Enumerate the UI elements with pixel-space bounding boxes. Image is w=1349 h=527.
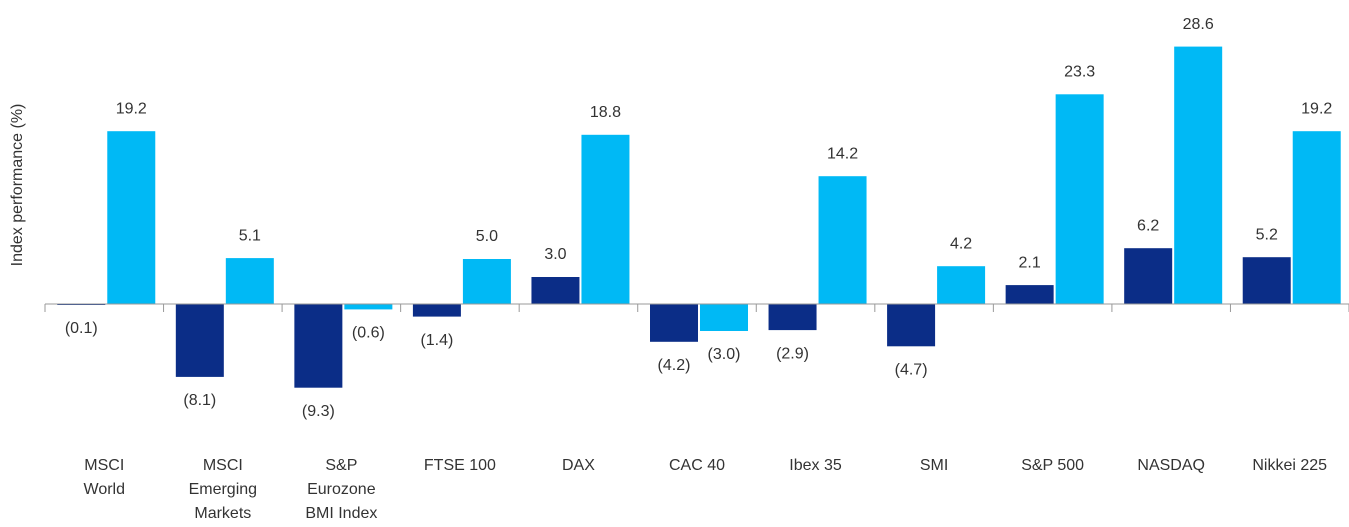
bar [937, 266, 986, 304]
bar [175, 304, 224, 377]
x-tick-label: SMI [920, 457, 948, 474]
x-tick-label-line: CAC 40 [669, 457, 725, 474]
x-tick-label-line: World [84, 481, 126, 498]
x-tick-label: CAC 40 [669, 457, 725, 474]
bar [344, 304, 393, 310]
x-tick-label-line: Eurozone [307, 481, 376, 498]
data-label: (3.0) [708, 346, 741, 363]
data-label: 5.1 [239, 227, 261, 244]
bar [294, 304, 343, 388]
x-tick-label-line: Ibex 35 [789, 457, 842, 474]
bar [700, 304, 748, 331]
x-tick-label: S&P 500 [1021, 457, 1084, 474]
data-label: 3.0 [544, 246, 566, 263]
x-tick-label-line: BMI Index [305, 505, 377, 522]
data-label: 19.2 [116, 100, 147, 117]
data-label: 19.2 [1301, 100, 1332, 117]
x-tick-label-line: MSCI [203, 457, 243, 474]
x-tick-label: FTSE 100 [424, 457, 496, 474]
bar [1124, 248, 1173, 304]
y-axis-label: Index performance (%) [9, 104, 26, 267]
x-tick-label: MSCI Emerging Markets [189, 457, 257, 522]
data-label: (0.6) [352, 325, 385, 342]
bar [581, 134, 630, 304]
x-tick-label-line: MSCI [84, 457, 124, 474]
data-label: 28.6 [1183, 16, 1214, 33]
data-label: 18.8 [590, 104, 621, 121]
x-tick-label: Ibex 35 [789, 457, 842, 474]
data-label: (2.9) [776, 345, 809, 362]
data-label: 4.2 [950, 235, 972, 252]
bar [462, 259, 511, 304]
bar [887, 304, 936, 347]
x-tick-label-line: DAX [562, 457, 595, 474]
data-label: (0.1) [65, 320, 98, 337]
data-label: (4.7) [895, 362, 928, 379]
bar [768, 304, 817, 331]
data-label: 5.2 [1256, 226, 1278, 243]
data-label: (8.1) [183, 392, 216, 409]
data-label: (9.3) [302, 403, 335, 420]
bar [1292, 131, 1341, 304]
bar [1005, 285, 1054, 304]
x-tick-label-line: SMI [920, 457, 948, 474]
data-label: 14.2 [827, 145, 858, 162]
x-tick-label-line: Markets [194, 505, 251, 522]
x-tick-label: S&P Eurozone BMI Index [305, 457, 377, 522]
x-tick-label: NASDAQ [1137, 457, 1205, 474]
bar [531, 277, 580, 304]
x-tick-label: DAX [562, 457, 595, 474]
bar [818, 176, 867, 304]
bar [1242, 257, 1291, 304]
x-tick-label-line: S&P [325, 457, 357, 474]
x-tick-label-line: FTSE 100 [424, 457, 496, 474]
data-label: 2.1 [1019, 254, 1041, 271]
bar [412, 304, 461, 317]
bar [1055, 94, 1104, 304]
data-label: 23.3 [1064, 64, 1095, 81]
bar [225, 258, 274, 304]
data-label: (4.2) [658, 357, 691, 374]
data-label: 5.0 [476, 228, 498, 245]
x-tick-label-line: Nikkei 225 [1252, 457, 1327, 474]
x-tick-label: MSCI World [84, 457, 126, 498]
x-tick-label-line: NASDAQ [1137, 457, 1205, 474]
data-label: (1.4) [420, 332, 453, 349]
data-label: 6.2 [1137, 217, 1159, 234]
x-tick-label: Nikkei 225 [1252, 457, 1327, 474]
bar [107, 131, 156, 304]
x-tick-label-line: S&P 500 [1021, 457, 1084, 474]
x-tick-label-line: Emerging [189, 481, 257, 498]
bar [1174, 46, 1223, 304]
bar [650, 304, 698, 342]
